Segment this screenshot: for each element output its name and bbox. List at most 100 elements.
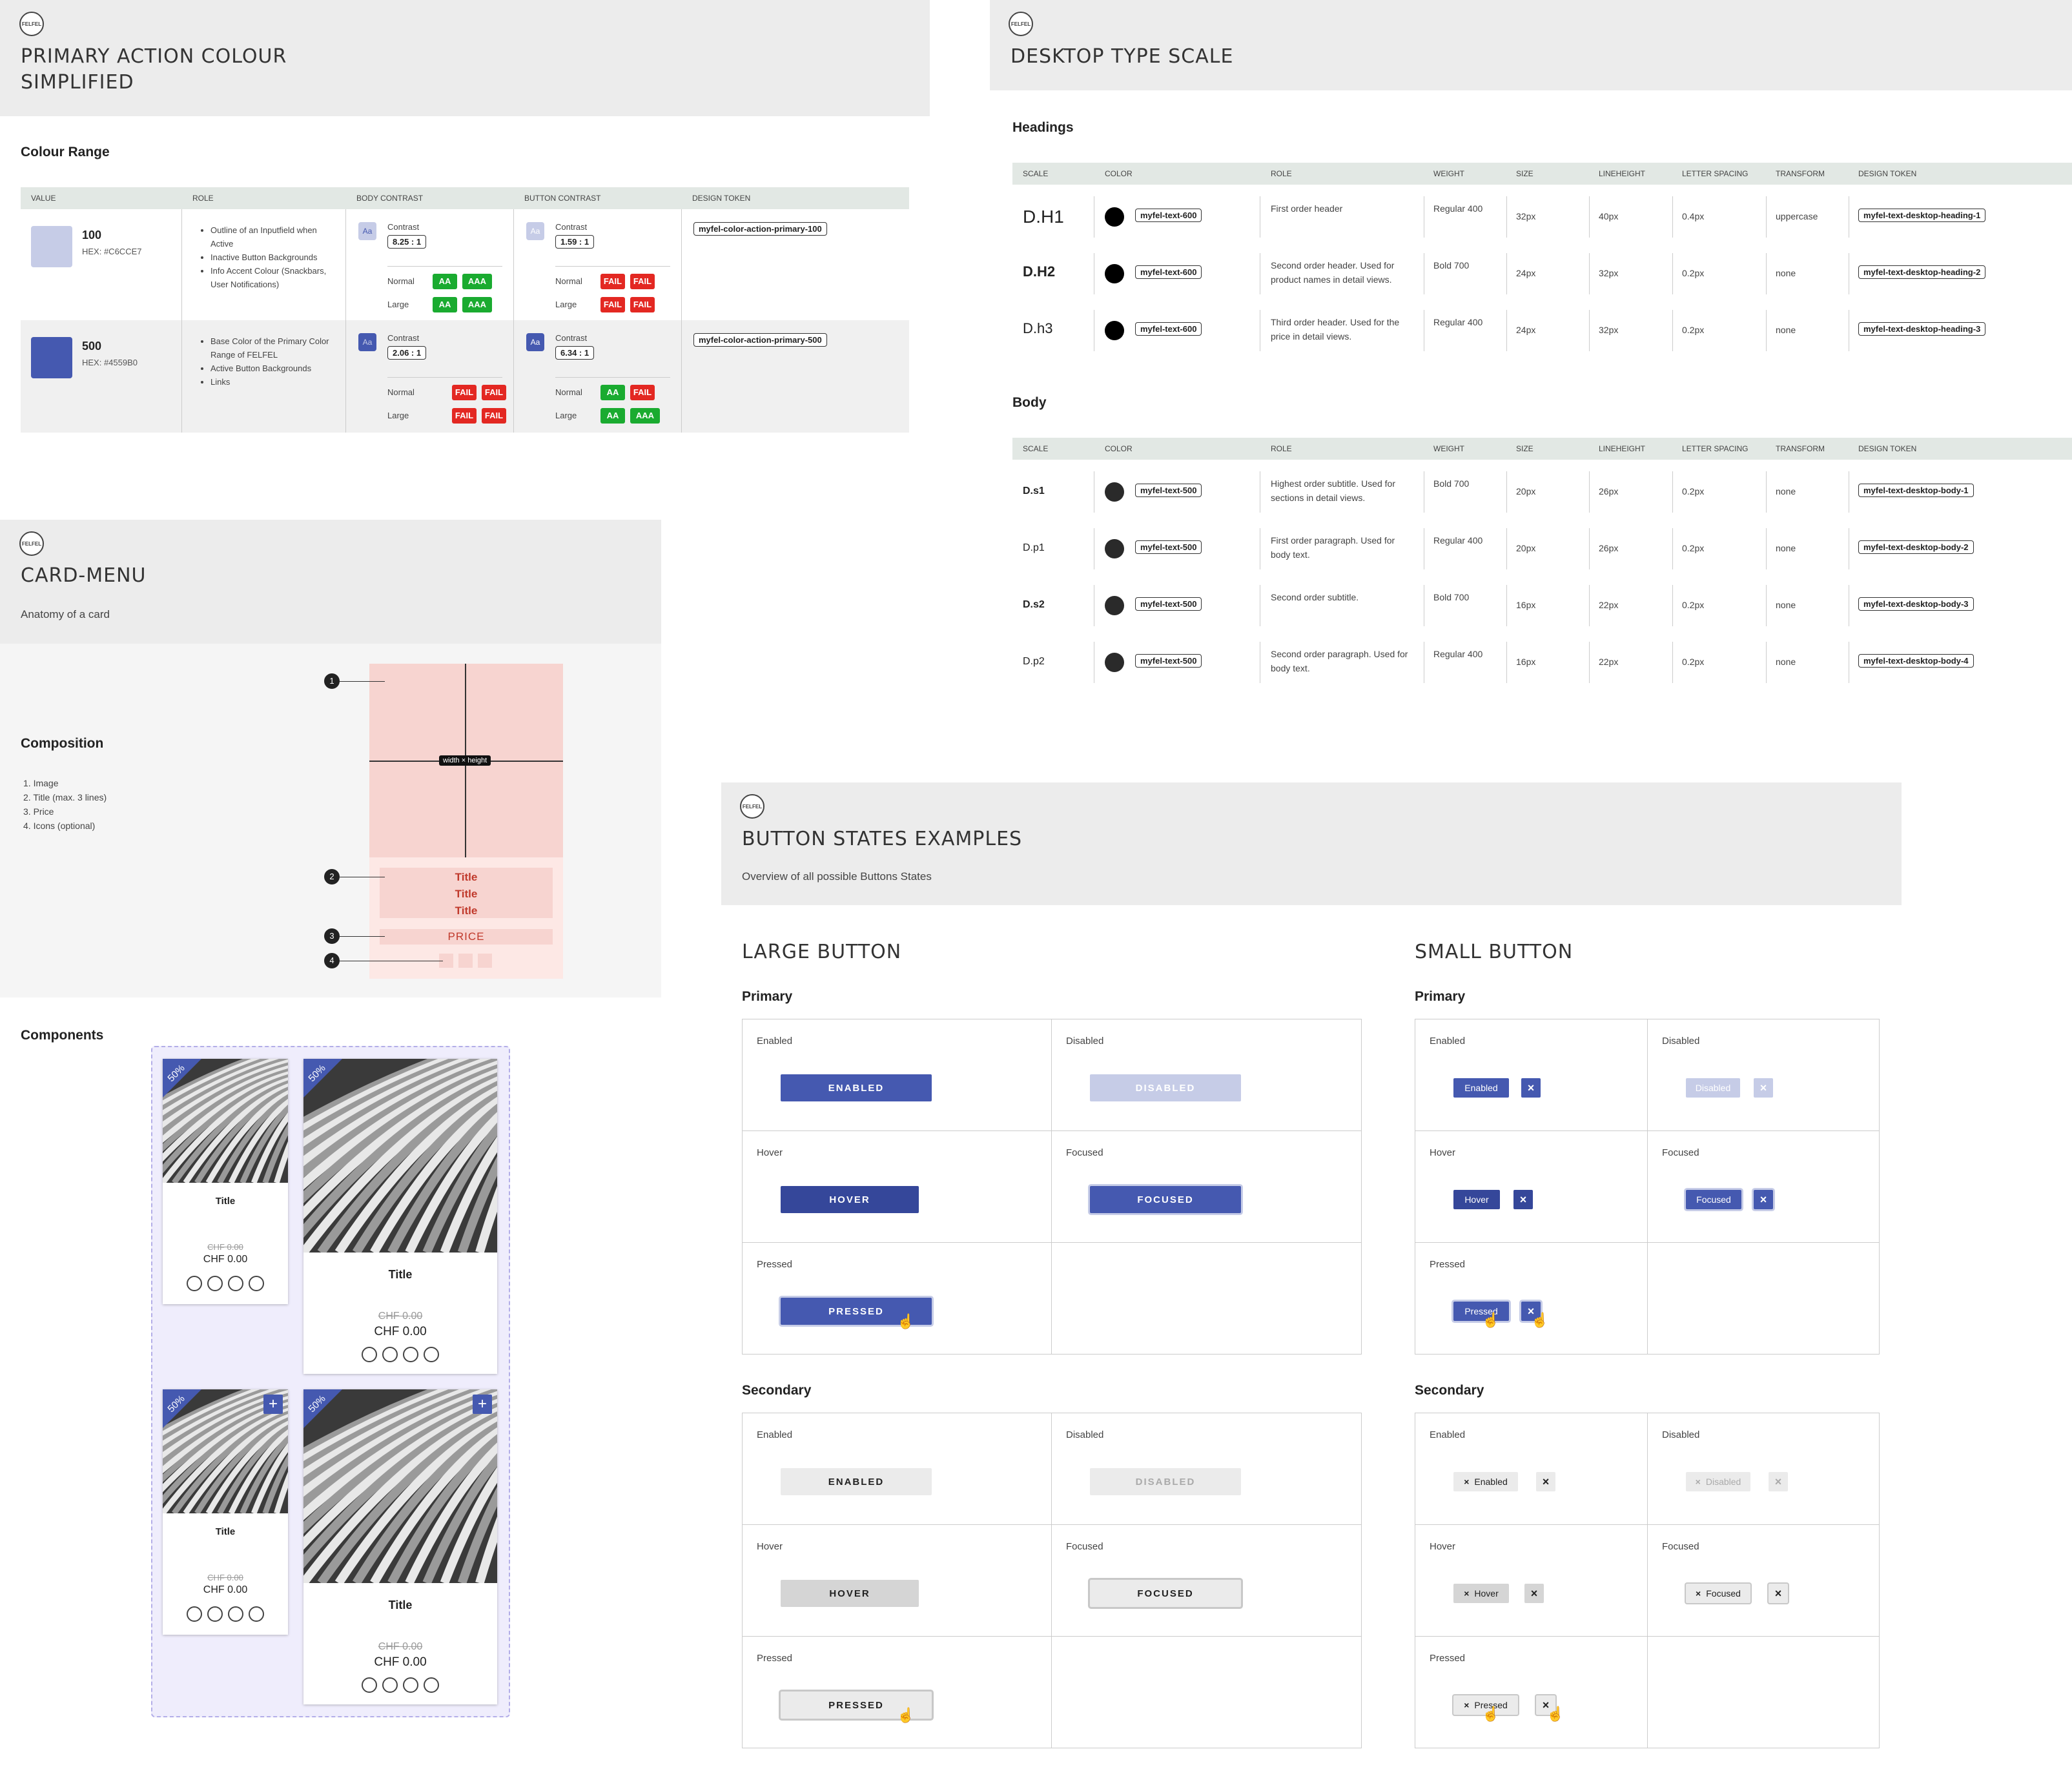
small-primary-disabled-button[interactable]: Disabled xyxy=(1686,1078,1740,1098)
color-token: myfel-text-600 xyxy=(1135,265,1202,279)
felfel-logo: FELFEL xyxy=(1009,12,1033,36)
large-secondary-enabled-button[interactable]: ENABLED xyxy=(781,1468,932,1495)
state-label-hover: Hover xyxy=(757,1541,783,1552)
old-price: CHF 0.00 xyxy=(207,1573,243,1582)
state-label-pressed: Pressed xyxy=(1430,1653,1466,1664)
small-secondary-enabled-button[interactable]: × Enabled xyxy=(1453,1472,1518,1491)
close-icon[interactable]: × xyxy=(1536,1472,1555,1491)
col-color: COLOR xyxy=(1105,169,1133,178)
transform-text: none xyxy=(1776,543,1796,553)
contrast-label: Contrast xyxy=(555,222,588,232)
divider xyxy=(1506,471,1507,513)
divider xyxy=(1766,585,1767,626)
close-icon[interactable]: × xyxy=(1769,1472,1788,1491)
letter-spacing-text: 0.2px xyxy=(1682,268,1705,278)
col-lineheight: LINEHEIGHT xyxy=(1599,169,1646,178)
lineheight-text: 40px xyxy=(1599,211,1619,221)
felfel-logo: FELFEL xyxy=(19,531,44,556)
color-swatch xyxy=(1105,207,1124,227)
large-badges: FAIL FAIL xyxy=(595,297,655,312)
small-primary-focused-button[interactable]: Focused xyxy=(1686,1190,1741,1209)
hand-cursor-icon: ☝ xyxy=(897,1313,915,1329)
tag-icon xyxy=(403,1677,418,1693)
close-icon[interactable]: × xyxy=(1521,1302,1541,1321)
large-secondary-hover-button[interactable]: HOVER xyxy=(781,1580,919,1607)
close-icon[interactable]: × xyxy=(1524,1584,1544,1603)
role-text: First order paragraph. Used for body tex… xyxy=(1271,535,1395,560)
state-label-focused: Focused xyxy=(1066,1541,1103,1552)
divider xyxy=(1766,528,1767,569)
divider xyxy=(1415,1130,1880,1131)
size-text: 32px xyxy=(1516,211,1536,221)
letter-spacing-text: 0.2px xyxy=(1682,486,1705,496)
product-card[interactable]: 50% Title CHF 0.00 CHF 0.00 xyxy=(163,1059,288,1304)
design-token: myfel-text-desktop-heading-1 xyxy=(1858,209,1986,222)
small-secondary-pressed-button[interactable]: × Pressed xyxy=(1453,1695,1518,1715)
role-list: Outline of an Inputfield when Active Ina… xyxy=(201,223,337,291)
divider xyxy=(742,1636,1362,1637)
size-text: 24px xyxy=(1516,268,1536,278)
close-icon[interactable]: × xyxy=(1754,1190,1773,1209)
leader-line xyxy=(340,936,385,937)
anatomy-price-area: PRICE xyxy=(380,929,553,945)
large-primary-enabled-button[interactable]: ENABLED xyxy=(781,1074,932,1101)
close-icon[interactable]: × xyxy=(1521,1078,1541,1098)
small-secondary-focused-button[interactable]: × Focused xyxy=(1686,1584,1750,1603)
large-primary-disabled-button[interactable]: DISABLED xyxy=(1090,1074,1241,1101)
small-secondary-hover-button[interactable]: × Hover xyxy=(1453,1584,1509,1603)
price: CHF 0.00 xyxy=(203,1584,248,1595)
add-to-cart-button[interactable]: + xyxy=(473,1395,492,1414)
large-secondary-heading: Secondary xyxy=(742,1383,812,1398)
product-card[interactable]: 50% Title CHF 0.00 CHF 0.00 xyxy=(303,1059,497,1374)
col-transform: TRANSFORM xyxy=(1776,169,1825,178)
normal-label: Normal xyxy=(555,276,582,286)
small-primary-enabled-button[interactable]: Enabled xyxy=(1453,1078,1509,1098)
large-secondary-disabled-button[interactable]: DISABLED xyxy=(1090,1468,1241,1495)
large-secondary-focused-button[interactable]: FOCUSED xyxy=(1090,1580,1241,1607)
close-icon[interactable]: × xyxy=(1536,1695,1555,1715)
card-icons xyxy=(303,1677,497,1693)
old-price: CHF 0.00 xyxy=(207,1242,243,1252)
col-transform: TRANSFORM xyxy=(1776,444,1825,453)
scale-name: D.p2 xyxy=(1023,656,1045,667)
state-label-enabled: Enabled xyxy=(1430,1036,1466,1047)
state-label-focused: Focused xyxy=(1662,1541,1699,1552)
product-card[interactable]: 50% + Title CHF 0.00 CHF 0.00 xyxy=(303,1389,497,1704)
col-design-token: DESIGN TOKEN xyxy=(1858,444,1917,453)
tag-icon xyxy=(424,1677,439,1693)
close-icon[interactable]: × xyxy=(1769,1584,1788,1603)
close-icon: × xyxy=(1464,1588,1470,1599)
scale-name: D.h3 xyxy=(1023,320,1053,336)
large-primary-heading: Primary xyxy=(742,989,793,1004)
divider xyxy=(1415,1636,1880,1637)
type-row: D.s2 myfel-text-500 Second order subtitle.… xyxy=(1012,577,2072,634)
small-primary-pressed-button[interactable]: Pressed xyxy=(1453,1302,1509,1321)
close-icon[interactable]: × xyxy=(1513,1190,1533,1209)
divider xyxy=(1672,196,1673,238)
color-token-chip: myfel-text-500 xyxy=(1135,654,1202,668)
large-primary-pressed-button[interactable]: PRESSED xyxy=(781,1298,932,1325)
col-role: ROLE xyxy=(192,194,214,203)
role-item: Active Button Backgrounds xyxy=(210,362,337,375)
large-primary-focused-button[interactable]: FOCUSED xyxy=(1090,1186,1241,1213)
color-token-chip: myfel-text-600 xyxy=(1135,322,1202,336)
design-token: myfel-text-desktop-body-4 xyxy=(1858,654,1974,668)
large-secondary-pressed-button[interactable]: PRESSED xyxy=(781,1692,932,1719)
add-to-cart-button[interactable]: + xyxy=(263,1395,283,1414)
small-secondary-disabled-button[interactable]: × Disabled xyxy=(1686,1472,1750,1491)
col-role: ROLE xyxy=(1271,444,1292,453)
divider xyxy=(681,320,682,433)
composition-heading: Composition xyxy=(21,736,104,751)
normal-badges: FAIL FAIL xyxy=(595,274,655,289)
components-heading: Components xyxy=(21,1028,104,1043)
large-primary-hover-button[interactable]: HOVER xyxy=(781,1186,919,1213)
close-icon: × xyxy=(1696,1588,1701,1599)
price: CHF 0.00 xyxy=(374,1325,427,1338)
design-token-chip: myfel-text-desktop-heading-2 xyxy=(1858,265,1986,279)
role-text: Highest order subtitle. Used for section… xyxy=(1271,478,1395,503)
product-card[interactable]: 50% + Title CHF 0.00 CHF 0.00 xyxy=(163,1389,288,1635)
small-primary-hover-button[interactable]: Hover xyxy=(1453,1190,1500,1209)
tag-icon xyxy=(228,1606,243,1622)
large-label: Large xyxy=(555,411,577,420)
close-icon[interactable]: × xyxy=(1754,1078,1773,1098)
